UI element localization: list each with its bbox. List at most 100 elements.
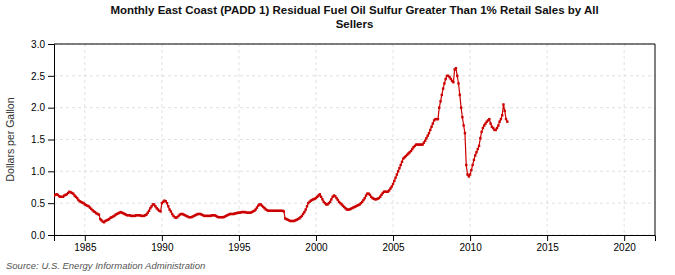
marker (457, 82, 459, 84)
tick-mark (547, 235, 548, 241)
marker (501, 114, 503, 116)
marker (506, 120, 508, 122)
marker (432, 122, 434, 124)
marker (306, 205, 308, 207)
marker (283, 210, 285, 212)
tick: 2.0 (31, 102, 54, 113)
marker (497, 124, 499, 126)
grid-line (54, 139, 655, 140)
marker (330, 198, 332, 200)
marker (167, 205, 169, 207)
tick-mark (624, 235, 625, 241)
tick-label: 1.5 (31, 134, 45, 145)
marker (401, 161, 403, 163)
marker (489, 122, 491, 124)
marker (148, 210, 150, 212)
marker (469, 173, 471, 175)
line (54, 68, 507, 222)
tick: 2.5 (31, 71, 54, 82)
grid-line (54, 107, 655, 108)
chart-container: 198519901995200020052010201520200.00.51.… (0, 0, 675, 275)
marker (464, 132, 466, 134)
grid (54, 44, 655, 235)
tick-mark (48, 140, 54, 141)
y-axis-label: Dollars per Gallon (4, 97, 16, 181)
marker (396, 173, 398, 175)
tick: 2005 (382, 235, 405, 253)
tick-label: 2005 (382, 242, 405, 253)
marker (429, 129, 431, 131)
marker (482, 127, 484, 129)
grid-line (54, 203, 655, 204)
marker (400, 164, 402, 166)
tick: 1.5 (31, 134, 54, 145)
tick: 3.0 (31, 39, 54, 50)
tick: 1990 (151, 235, 174, 253)
tick: 1.0 (31, 166, 54, 177)
tick-label: 0.5 (31, 198, 45, 209)
marker (170, 210, 172, 212)
grid-line (54, 75, 655, 76)
tick-mark (48, 44, 54, 45)
marker (305, 208, 307, 210)
marker (456, 75, 458, 77)
marker (437, 118, 439, 120)
marker (500, 118, 502, 120)
chart-svg: 198519901995200020052010201520200.00.51.… (0, 0, 675, 275)
tick-label: 2020 (614, 242, 637, 253)
marker (426, 134, 428, 136)
title-line: Sellers (336, 18, 374, 30)
tick-label: 1985 (74, 242, 97, 253)
tick: 0.5 (31, 198, 54, 209)
tick-label: 1.0 (31, 166, 45, 177)
marker (392, 183, 394, 185)
marker (425, 137, 427, 139)
marker (505, 118, 507, 120)
tick-mark (470, 235, 471, 241)
marker (391, 185, 393, 187)
marker (478, 145, 480, 147)
tick: 1985 (74, 235, 97, 253)
tick-mark (85, 235, 86, 241)
marker (498, 120, 500, 122)
marker (398, 167, 400, 169)
marker (474, 154, 476, 156)
marker (430, 126, 432, 128)
source-note: Source: U.S. Energy Information Administ… (6, 260, 205, 271)
marker (496, 127, 498, 129)
frame-line (655, 44, 656, 235)
tick-label: 1995 (228, 242, 251, 253)
tick-label: 2000 (305, 242, 328, 253)
marker (394, 177, 396, 179)
marker (159, 210, 161, 212)
marker (461, 116, 463, 118)
marker (455, 67, 457, 69)
marker (475, 151, 477, 153)
marker (444, 78, 446, 80)
marker (329, 201, 331, 203)
tick-mark (393, 235, 394, 241)
tick: 2010 (459, 235, 482, 253)
axis-line (55, 236, 656, 242)
series (54, 67, 509, 223)
tick-label: 0.0 (31, 230, 45, 241)
marker (473, 159, 475, 161)
tick: 0.0 (31, 230, 54, 241)
tick-label: 2.0 (31, 102, 45, 113)
marker (443, 82, 445, 84)
marker (364, 197, 366, 199)
title: Monthly East Coast (PADD 1) Residual Fue… (110, 4, 598, 30)
marker (439, 100, 441, 102)
marker (470, 169, 472, 171)
marker (488, 118, 490, 120)
tick-mark (162, 235, 163, 241)
marker (452, 81, 454, 83)
grid-line (54, 44, 655, 45)
tick: 1995 (228, 235, 251, 253)
marker (477, 148, 479, 150)
marker (502, 103, 504, 105)
marker (166, 202, 168, 204)
marker (471, 164, 473, 166)
tick-mark (48, 76, 54, 77)
grid-line (238, 44, 239, 235)
